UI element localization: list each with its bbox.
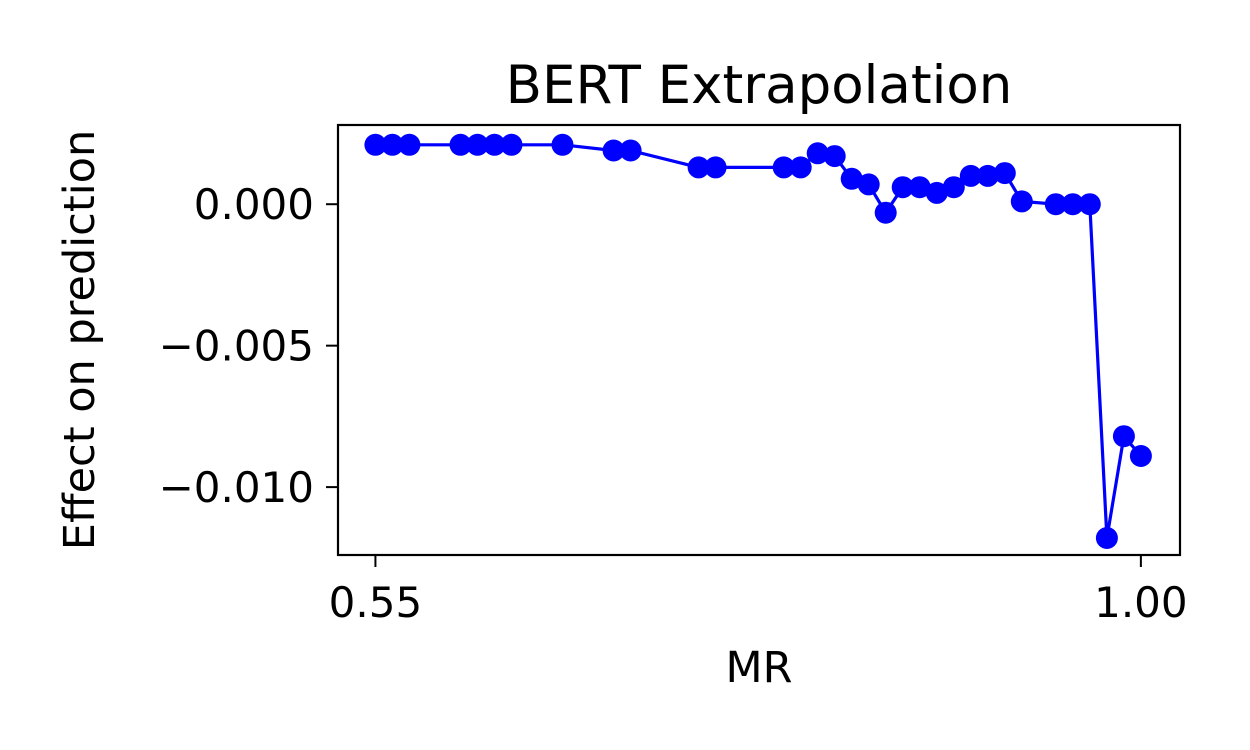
data-point [602, 139, 625, 162]
data-point [976, 164, 999, 187]
data-point [823, 145, 846, 168]
data-point [908, 176, 931, 199]
data-point [993, 162, 1016, 185]
data-point [619, 139, 642, 162]
data-point [857, 173, 880, 196]
data-point [687, 156, 710, 179]
chart-title: BERT Extrapolation [506, 55, 1013, 116]
plot-background [338, 125, 1180, 555]
data-point [381, 133, 404, 156]
data-point [891, 176, 914, 199]
data-point [1044, 193, 1067, 216]
data-point [789, 156, 812, 179]
data-point [772, 156, 795, 179]
data-point [500, 133, 523, 156]
axis-layer: 0.55 1.00 0.000 −0.005 −0.010 [159, 180, 1188, 627]
data-point [551, 133, 574, 156]
data-point [466, 133, 489, 156]
data-point [1010, 190, 1033, 213]
data-point [483, 133, 506, 156]
data-point [449, 133, 472, 156]
data-point [840, 167, 863, 190]
data-point [398, 133, 421, 156]
data-point [1112, 425, 1135, 448]
x-axis-label: MR [726, 643, 793, 693]
data-point [959, 164, 982, 187]
data-point [1095, 527, 1118, 549]
y-tick-label: 0.000 [194, 180, 314, 229]
data-point [925, 181, 948, 204]
data-point [1129, 445, 1152, 467]
data-point [1078, 193, 1101, 216]
data-point [1061, 193, 1084, 216]
data-point [942, 176, 965, 199]
data-point [806, 142, 829, 165]
plot-frame [336, 123, 1182, 557]
x-tick-label: 1.00 [1094, 578, 1188, 627]
y-axis-label: Effect on prediction [55, 130, 105, 550]
y-tick-label: −0.010 [159, 463, 314, 512]
data-point [364, 133, 387, 156]
data-point [874, 201, 897, 224]
series-layer [364, 133, 1152, 549]
x-tick-label: 0.55 [329, 578, 423, 627]
y-tick-label: −0.005 [159, 322, 314, 371]
data-point [704, 156, 727, 179]
